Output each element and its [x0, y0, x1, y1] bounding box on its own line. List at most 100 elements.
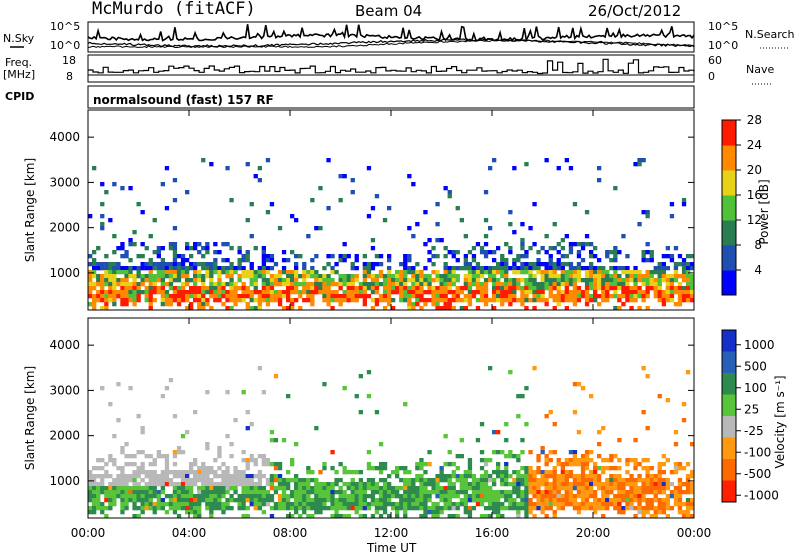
heatmap-cell — [431, 490, 436, 495]
heatmap-cell — [269, 258, 275, 263]
heatmap-cell — [148, 274, 153, 279]
heatmap-cell — [338, 486, 343, 491]
heatmap-cell — [354, 258, 359, 263]
heatmap-cell — [463, 506, 468, 511]
heatmap-cell — [552, 278, 557, 283]
heatmap-cell — [237, 506, 242, 511]
heatmap-cell — [475, 502, 481, 507]
heatmap-cell — [108, 506, 113, 511]
heatmap-cell — [475, 290, 481, 295]
heatmap-cell — [185, 242, 190, 247]
heatmap-cell — [290, 302, 295, 307]
heatmap-cell — [176, 274, 182, 279]
heatmap-cell — [637, 474, 642, 479]
heatmap-cell — [387, 502, 392, 507]
heatmap-cell — [391, 502, 396, 507]
heatmap-cell — [645, 286, 650, 291]
heatmap-cell — [140, 502, 145, 507]
heatmap-cell — [601, 290, 606, 295]
heatmap-cell — [370, 290, 376, 295]
heatmap-cell — [346, 290, 351, 295]
heatmap-cell — [124, 482, 129, 487]
heatmap-cell — [213, 474, 218, 479]
noise-sky-trace-2 — [87, 38, 695, 48]
heatmap-cell — [358, 514, 363, 519]
heatmap-cell — [156, 506, 161, 511]
heatmap-cell — [411, 506, 416, 511]
heatmap-cell — [104, 462, 109, 467]
heatmap-cell — [407, 486, 412, 491]
freq-right-label: Nave — [746, 63, 774, 76]
heatmap-cell — [584, 498, 590, 503]
heatmap-cell — [168, 286, 174, 291]
noise-left-tick-bottom: 10^0 — [50, 39, 80, 52]
heatmap-cell — [112, 298, 117, 303]
heatmap-cell — [391, 274, 396, 279]
heatmap-cell — [322, 498, 327, 503]
heatmap-cell — [245, 474, 250, 479]
heatmap-cell — [572, 298, 578, 303]
heatmap-cell — [286, 270, 291, 275]
heatmap-cell — [584, 462, 590, 467]
heatmap-cell — [657, 266, 662, 271]
heatmap-cell — [633, 462, 638, 467]
heatmap-cell — [407, 506, 412, 511]
heatmap-cell — [120, 298, 125, 303]
heatmap-cell — [261, 454, 266, 459]
heatmap-cell — [164, 206, 170, 211]
heatmap-cell — [100, 202, 105, 207]
heatmap-cell — [201, 294, 206, 299]
heatmap-cell — [673, 262, 679, 267]
heatmap-cell — [350, 494, 355, 499]
heatmap-cell — [690, 294, 695, 299]
heatmap-cell — [269, 290, 275, 295]
heatmap-cell — [483, 218, 489, 223]
heatmap-cell — [690, 506, 695, 511]
heatmap-cell — [306, 494, 311, 499]
heatmap-cell — [108, 282, 113, 287]
heatmap-cell — [677, 490, 683, 495]
heatmap-cell — [128, 270, 133, 275]
heatmap-cell — [572, 278, 578, 283]
heatmap-cell — [237, 250, 242, 255]
heatmap-cell — [685, 514, 691, 519]
heatmap-cell — [217, 298, 222, 303]
heatmap-cell — [568, 458, 574, 463]
heatmap-cell — [136, 270, 141, 275]
heatmap-cell — [580, 478, 586, 483]
heatmap-cell — [532, 294, 537, 299]
heatmap-cell — [249, 478, 254, 483]
colorbar-swatch — [722, 351, 736, 374]
heatmap-cell — [197, 274, 202, 279]
heatmap-cell — [633, 486, 638, 491]
heatmap-cell — [572, 242, 578, 247]
heatmap-cell — [657, 510, 662, 515]
heatmap-cell — [451, 502, 456, 507]
heatmap-cell — [665, 494, 670, 499]
heatmap-cell — [294, 286, 299, 291]
heatmap-cell — [423, 482, 428, 487]
heatmap-cell — [156, 246, 161, 251]
heatmap-cell — [572, 498, 578, 503]
heatmap-cell — [298, 502, 303, 507]
heatmap-cell — [435, 278, 440, 283]
heatmap-cell — [100, 182, 105, 187]
heatmap-cell — [483, 254, 489, 259]
velocity-ylabel: Slant Range [km] — [23, 366, 37, 470]
heatmap-cell — [544, 270, 549, 275]
heatmap-cell — [88, 262, 93, 267]
heatmap-cell — [346, 514, 351, 519]
heatmap-cell — [217, 498, 222, 503]
heatmap-cell — [475, 486, 481, 491]
heatmap-cell — [136, 414, 141, 419]
heatmap-cell — [346, 294, 351, 299]
heatmap-cell — [148, 494, 153, 499]
heatmap-cell — [286, 514, 291, 519]
heatmap-cell — [378, 490, 384, 495]
heatmap-cell — [290, 490, 295, 495]
heatmap-cell — [124, 282, 129, 287]
heatmap-cell — [593, 470, 598, 475]
heatmap-cell — [593, 490, 598, 495]
heatmap-cell — [261, 474, 266, 479]
heatmap-cell — [423, 506, 428, 511]
